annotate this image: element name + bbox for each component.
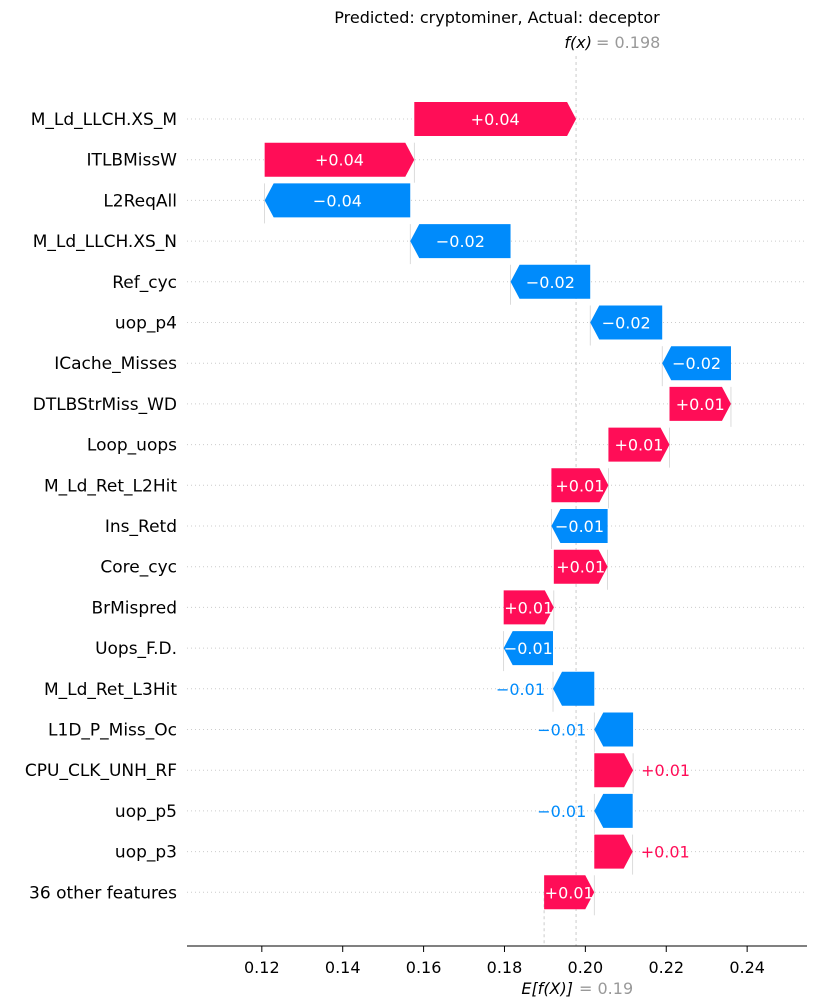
- feature-label: ITLBMissW: [87, 151, 178, 171]
- bars-layer: +0.04 +0.04 −0.04 −0.02 −0.02 −0.02 −0.02 +0.01…: [264, 102, 731, 910]
- x-tick-label: 0.22: [648, 958, 684, 977]
- feature-label: M_Ld_Ret_L2Hit: [44, 476, 177, 496]
- bar-value-label: −0.02: [602, 314, 651, 333]
- feature-label: L2ReqAll: [103, 191, 177, 211]
- bar-neg: [553, 671, 595, 706]
- x-tick-label: 0.16: [406, 958, 442, 977]
- bar-value-label: +0.01: [545, 883, 594, 902]
- chart-title: Predicted: cryptominer, Actual: deceptor: [334, 8, 660, 27]
- feature-label: Uops_F.D.: [95, 639, 177, 659]
- bar-value-label: −0.02: [672, 354, 721, 373]
- bar-neg: [590, 305, 663, 340]
- bar-value-label: −0.04: [313, 191, 362, 210]
- bar-value-label: +0.01: [556, 558, 605, 577]
- feature-label: uop_p5: [115, 802, 177, 822]
- bar-neg: [510, 264, 591, 299]
- feature-label: uop_p3: [115, 843, 177, 863]
- bar-pos: [553, 549, 608, 584]
- bar-neg: [551, 509, 608, 543]
- bar-value-label: +0.01: [641, 843, 690, 862]
- feature-label: Ref_cyc: [112, 273, 177, 293]
- bar-value-label: −0.01: [537, 721, 586, 740]
- bar-pos: [551, 468, 609, 503]
- x-tick-label: 0.14: [325, 958, 361, 977]
- fx-label: f(x): [564, 33, 592, 52]
- fx-value: = 0.198: [596, 33, 660, 52]
- bar-value-label: +0.01: [676, 395, 725, 414]
- feature-label: M_Ld_LLCH.XS_N: [33, 232, 177, 252]
- ex-annotation: E[f(X)] = 0.19: [521, 979, 633, 998]
- x-tick-label: 0.18: [487, 958, 523, 977]
- x-tick-label: 0.12: [244, 958, 280, 977]
- feature-label: M_Ld_LLCH.XS_M: [31, 110, 177, 130]
- feature-label: Core_cyc: [100, 558, 177, 578]
- bar-pos: [544, 875, 595, 910]
- feature-label: Loop_uops: [87, 436, 177, 456]
- fx-annotation: f(x) = 0.198: [564, 33, 660, 52]
- x-axis-ticks: 0.12 0.14 0.16 0.18 0.20 0.22 0.24: [244, 946, 765, 977]
- bar-pos: [503, 590, 554, 625]
- bar-value-label: −0.02: [436, 232, 485, 251]
- x-tick-label: 0.24: [729, 958, 765, 977]
- bar-value-label: −0.01: [537, 802, 586, 821]
- feature-label: ICache_Misses: [54, 354, 177, 374]
- bar-value-label: +0.01: [555, 476, 604, 495]
- feature-label: Ins_Retd: [105, 517, 177, 537]
- bar-value-label: −0.02: [526, 273, 575, 292]
- row-gridlines: [187, 118, 807, 916]
- feature-labels: M_Ld_LLCH.XS_M ITLBMissW L2ReqAll M_Ld_LLCH…: [25, 110, 177, 903]
- bar-value-label: +0.04: [471, 110, 520, 129]
- bar-pos: [669, 386, 731, 421]
- bar-value-label: −0.01: [504, 639, 553, 658]
- bar-value-label: −0.01: [496, 680, 545, 699]
- ex-value: = 0.19: [579, 979, 633, 998]
- bar-neg: [594, 712, 634, 747]
- bar-pos: [594, 753, 634, 788]
- bar-pos: [594, 834, 633, 869]
- feature-label: uop_p4: [115, 314, 177, 334]
- bar-value-label: +0.04: [315, 151, 364, 170]
- ex-label: E[f(X)]: [521, 979, 573, 998]
- feature-label: L1D_P_Miss_Oc: [48, 721, 177, 741]
- bar-pos: [264, 142, 415, 177]
- bar-pos: [608, 427, 670, 462]
- feature-label: M_Ld_Ret_L3Hit: [44, 680, 177, 700]
- bar-neg: [662, 346, 731, 381]
- feature-label: 36 other features: [29, 883, 177, 903]
- bar-pos: [414, 102, 577, 136]
- x-tick-label: 0.20: [568, 958, 604, 977]
- feature-label: BrMispred: [91, 598, 177, 618]
- bar-value-label: +0.01: [641, 761, 690, 780]
- bar-neg: [503, 631, 554, 666]
- bar-value-label: −0.01: [555, 517, 604, 536]
- bar-value-label: +0.01: [504, 598, 553, 617]
- feature-label: DTLBStrMiss_WD: [33, 395, 177, 415]
- bar-neg: [594, 793, 633, 828]
- bar-value-label: +0.01: [614, 436, 663, 455]
- bar-neg: [264, 183, 411, 218]
- feature-label: CPU_CLK_UNH_RF: [25, 761, 177, 781]
- bar-neg: [410, 224, 511, 259]
